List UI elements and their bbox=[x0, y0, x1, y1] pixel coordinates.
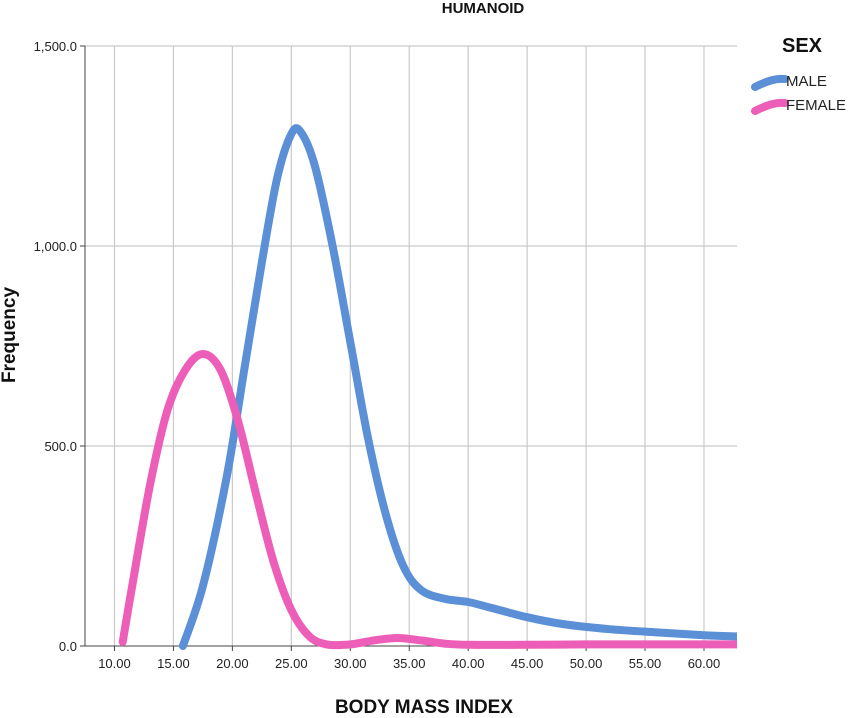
y-tick-label: 0.0 bbox=[59, 639, 77, 654]
chart-title: HUMANOID bbox=[442, 0, 525, 17]
legend-label-female: FEMALE bbox=[786, 97, 846, 114]
x-tick-label: 30.00 bbox=[334, 656, 367, 671]
y-axis-title: Frequency bbox=[0, 287, 20, 384]
y-tick-label: 500.0 bbox=[44, 439, 77, 454]
x-tick-label: 35.00 bbox=[393, 656, 426, 671]
x-tick-label: 45.00 bbox=[511, 656, 544, 671]
x-tick-label: 10.00 bbox=[98, 656, 131, 671]
grid bbox=[84, 45, 737, 647]
legend-swatch-female bbox=[751, 98, 789, 115]
legend: SEX MALE FEMALE bbox=[751, 35, 846, 115]
x-axis: 10.00 15.00 20.00 25.00 30.00 35.00 40.00 45.00… bbox=[98, 646, 720, 671]
plot-area bbox=[118, 124, 737, 650]
legend-swatch-male bbox=[751, 74, 789, 91]
x-tick-label: 15.00 bbox=[157, 656, 190, 671]
x-tick-label: 25.00 bbox=[275, 656, 308, 671]
x-tick-label: 55.00 bbox=[629, 656, 662, 671]
series-line-female bbox=[118, 350, 737, 650]
x-tick-label: 50.00 bbox=[570, 656, 603, 671]
y-tick-label: 1,000.0 bbox=[34, 239, 77, 254]
y-tick-label: 1,500.0 bbox=[34, 39, 77, 54]
legend-label-male: MALE bbox=[786, 73, 827, 90]
x-axis-title: BODY MASS INDEX bbox=[335, 697, 513, 718]
series-line-male bbox=[178, 124, 737, 650]
x-tick-label: 60.00 bbox=[688, 656, 721, 671]
y-axis: 0.0 500.0 1,000.0 1,500.0 bbox=[34, 39, 85, 654]
x-tick-label: 20.00 bbox=[216, 656, 249, 671]
x-tick-label: 40.00 bbox=[452, 656, 485, 671]
legend-title: SEX bbox=[782, 35, 823, 57]
